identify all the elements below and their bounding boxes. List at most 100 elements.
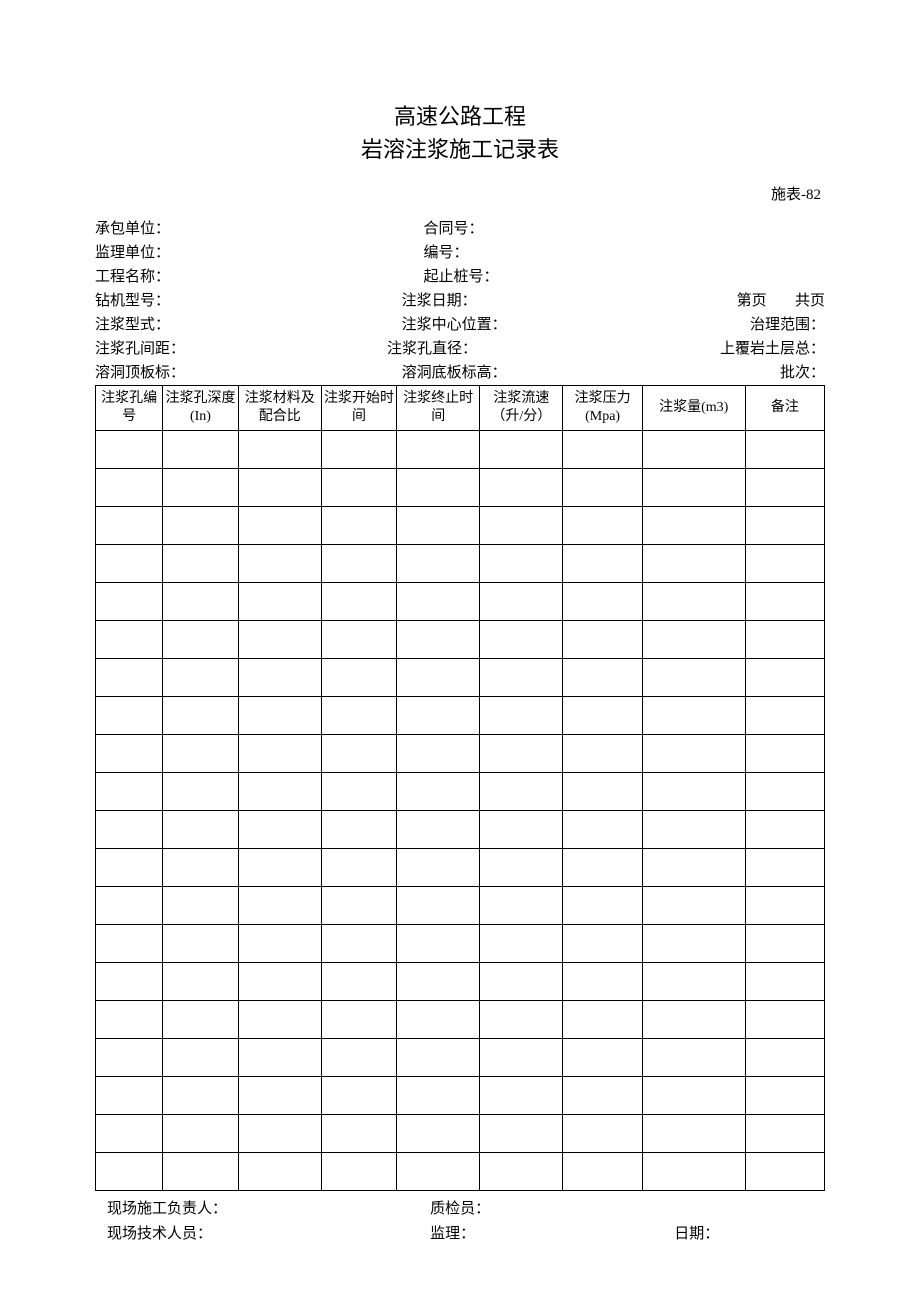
table-cell bbox=[238, 544, 321, 582]
table-cell bbox=[642, 620, 745, 658]
footer-row-2: 现场技术人员： 监理： 日期： bbox=[107, 1222, 825, 1248]
table-cell bbox=[238, 696, 321, 734]
table-cell bbox=[480, 962, 563, 1000]
table-cell bbox=[563, 1000, 642, 1038]
table-cell bbox=[480, 848, 563, 886]
table-cell bbox=[321, 658, 396, 696]
table-header-cell: 注浆孔深度(In) bbox=[163, 385, 238, 430]
table-cell bbox=[745, 848, 824, 886]
table-cell bbox=[96, 772, 163, 810]
site-tech-label: 现场技术人员： bbox=[107, 1222, 430, 1248]
table-cell bbox=[321, 924, 396, 962]
table-cell bbox=[563, 1038, 642, 1076]
table-cell bbox=[480, 772, 563, 810]
table-cell bbox=[96, 430, 163, 468]
table-cell bbox=[745, 810, 824, 848]
table-row bbox=[96, 734, 825, 772]
table-cell bbox=[642, 772, 745, 810]
table-row bbox=[96, 848, 825, 886]
table-header-cell: 注浆开始时间 bbox=[321, 385, 396, 430]
table-cell bbox=[745, 1152, 824, 1190]
table-cell bbox=[238, 468, 321, 506]
table-cell bbox=[563, 582, 642, 620]
table-cell bbox=[563, 506, 642, 544]
table-cell bbox=[321, 582, 396, 620]
table-row bbox=[96, 658, 825, 696]
table-cell bbox=[397, 1000, 480, 1038]
meta-row-5: 注浆型式： 注浆中心位置： 治理范围： bbox=[95, 313, 825, 337]
table-cell bbox=[397, 620, 480, 658]
table-cell bbox=[480, 1038, 563, 1076]
table-cell bbox=[480, 810, 563, 848]
table-cell bbox=[563, 924, 642, 962]
qc-label: 质检员： bbox=[430, 1197, 825, 1223]
table-cell bbox=[163, 734, 238, 772]
table-cell bbox=[321, 772, 396, 810]
table-cell bbox=[563, 1152, 642, 1190]
table-cell bbox=[163, 658, 238, 696]
table-cell bbox=[745, 506, 824, 544]
table-cell bbox=[321, 810, 396, 848]
table-cell bbox=[642, 734, 745, 772]
table-cell bbox=[397, 506, 480, 544]
table-cell bbox=[96, 468, 163, 506]
table-row bbox=[96, 468, 825, 506]
contract-no-label: 合同号： bbox=[424, 217, 826, 241]
table-cell bbox=[745, 696, 824, 734]
grout-center-label: 注浆中心位置： bbox=[402, 313, 672, 337]
table-cell bbox=[397, 1076, 480, 1114]
table-cell bbox=[480, 468, 563, 506]
table-cell bbox=[163, 810, 238, 848]
table-cell bbox=[96, 582, 163, 620]
table-cell bbox=[745, 430, 824, 468]
table-cell bbox=[321, 1114, 396, 1152]
table-cell bbox=[321, 468, 396, 506]
meta-block: 承包单位： 合同号： 监理单位： 编号： 工程名称： 起止桩号： 钻机型号： 注… bbox=[95, 217, 825, 385]
table-cell bbox=[96, 1152, 163, 1190]
table-header-cell: 注浆孔编号 bbox=[96, 385, 163, 430]
date-label: 日期： bbox=[674, 1222, 825, 1248]
table-cell bbox=[321, 734, 396, 772]
table-cell bbox=[96, 1076, 163, 1114]
table-cell bbox=[563, 696, 642, 734]
table-row bbox=[96, 810, 825, 848]
table-cell bbox=[745, 734, 824, 772]
table-cell bbox=[397, 1114, 480, 1152]
table-cell bbox=[163, 924, 238, 962]
table-cell bbox=[480, 1000, 563, 1038]
supervisor-label: 监理单位： bbox=[95, 241, 424, 265]
table-cell bbox=[563, 810, 642, 848]
table-row bbox=[96, 1038, 825, 1076]
table-cell bbox=[563, 544, 642, 582]
table-cell bbox=[96, 544, 163, 582]
title-line1: 高速公路工程 bbox=[95, 100, 825, 133]
table-cell bbox=[642, 848, 745, 886]
table-cell bbox=[321, 886, 396, 924]
table-cell bbox=[163, 962, 238, 1000]
table-cell bbox=[745, 962, 824, 1000]
table-cell bbox=[163, 582, 238, 620]
table-cell bbox=[96, 1114, 163, 1152]
table-cell bbox=[163, 886, 238, 924]
table-cell bbox=[321, 1038, 396, 1076]
table-cell bbox=[480, 734, 563, 772]
contractor-label: 承包单位： bbox=[95, 217, 424, 241]
table-cell bbox=[321, 696, 396, 734]
table-cell bbox=[745, 924, 824, 962]
table-cell bbox=[642, 1152, 745, 1190]
table-cell bbox=[480, 1114, 563, 1152]
table-cell bbox=[96, 962, 163, 1000]
table-cell bbox=[321, 1000, 396, 1038]
table-cell bbox=[745, 582, 824, 620]
main-table: 注浆孔编号注浆孔深度(In)注浆材料及配合比注浆开始时间注浆终止时间注浆流速（升… bbox=[95, 385, 825, 1191]
table-cell bbox=[745, 886, 824, 924]
table-cell bbox=[745, 1000, 824, 1038]
meta-row-3: 工程名称： 起止桩号： bbox=[95, 265, 825, 289]
table-row bbox=[96, 962, 825, 1000]
table-cell bbox=[563, 1114, 642, 1152]
treat-range-label: 治理范围： bbox=[672, 313, 825, 337]
meta-row-4: 钻机型号： 注浆日期： 第页 共页 bbox=[95, 289, 825, 313]
table-cell bbox=[642, 1114, 745, 1152]
table-row bbox=[96, 544, 825, 582]
meta-row-1: 承包单位： 合同号： bbox=[95, 217, 825, 241]
